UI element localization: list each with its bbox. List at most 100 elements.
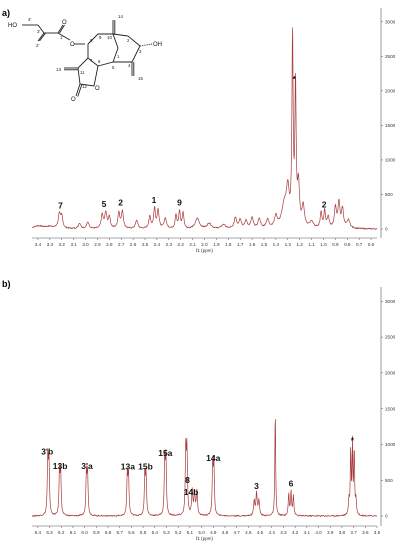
x-tick-label: 0.6 <box>368 242 375 247</box>
bond <box>59 24 65 34</box>
peak-annotation: 14a <box>206 453 220 463</box>
x-tick-label: 5.5 <box>140 530 147 535</box>
peak-annotation: 2 <box>322 200 327 210</box>
y-tick-label: 500 <box>385 192 393 197</box>
atom-number: 9 <box>99 35 102 40</box>
peak-annotation: 14b <box>184 487 199 497</box>
x-tick-label: 1.8 <box>225 242 232 247</box>
x-tick-label: 6.1 <box>70 530 77 535</box>
bond <box>37 32 45 42</box>
atom-number: 15 <box>138 76 143 81</box>
x-tick-label: 4.2 <box>292 530 299 535</box>
x-tick-label: 3.8 <box>339 530 346 535</box>
atom-number: 8 <box>90 38 93 43</box>
structure-labels: HO 4' 3' 2' O 1' O 8 9 10 14 2 3 7 6 5 1… <box>8 14 162 103</box>
peak-annotation: 15a <box>158 448 172 458</box>
x-tick-label: 1.6 <box>249 242 256 247</box>
bond <box>87 33 119 67</box>
atom-number: 1' <box>60 35 63 40</box>
chemical-structure <box>22 20 153 97</box>
atom-number: 1 <box>117 54 120 59</box>
bond <box>75 83 81 97</box>
peak-annotation: 3'a <box>81 461 93 471</box>
x-tick-label: 5.1 <box>187 530 194 535</box>
bond <box>57 32 71 41</box>
x-tick-label: 3.6 <box>362 530 369 535</box>
bond <box>139 43 153 47</box>
peak-annotation: 2 <box>118 198 123 208</box>
x-tick-label: 1.2 <box>296 242 303 247</box>
x-tick-label: 5.0 <box>198 530 205 535</box>
atom-number: 4 <box>128 63 131 68</box>
y-tick-label: 500 <box>385 478 393 483</box>
x-tick-label: 2.6 <box>130 242 137 247</box>
x-tick-label: 5.3 <box>163 530 170 535</box>
y-tick-label: 2000 <box>385 88 396 93</box>
x-tick-label: 2.4 <box>154 242 161 247</box>
x-tick-label: 4.5 <box>257 530 264 535</box>
y-tick-label: 2000 <box>385 370 396 375</box>
atom-number: 10 <box>107 35 112 40</box>
peak-annotation: 5 <box>102 199 107 209</box>
x-tick-label: 2.1 <box>189 242 196 247</box>
atom-number: 7 <box>90 58 93 63</box>
y-tick-label: 3000 <box>385 299 396 304</box>
spectrum-line <box>31 27 378 230</box>
x-tick-label: 4.9 <box>210 530 217 535</box>
hydroxyl-label: HO <box>8 23 17 29</box>
atom-number: 6 <box>98 59 101 64</box>
x-tick-label: 4.7 <box>233 530 240 535</box>
x-tick-label: 2.8 <box>106 242 113 247</box>
bond <box>37 24 45 34</box>
bond <box>57 24 64 34</box>
ester-oxygen: O <box>70 42 75 48</box>
x-tick-label: 1.7 <box>237 242 244 247</box>
peak-annotation: 8 <box>185 475 190 485</box>
hydroxyl-label: OH <box>153 42 162 48</box>
bond <box>77 84 83 97</box>
y-tick-label: 1500 <box>385 123 396 128</box>
atom-number: 12 <box>82 84 87 89</box>
spectrum-panel-b: 6.4 6.3 6.2 6.1 6.0 5.9 5.8 5.7 5.6 5.5 5.4 5.3 5.2 5… <box>31 287 396 541</box>
peak-annotation: * <box>293 74 297 84</box>
x-tick-label: 0.8 <box>344 242 351 247</box>
peak-annotation: 9 <box>177 198 182 208</box>
x-tick-label: 3.5 <box>374 530 381 535</box>
carbonyl-oxygen: O <box>62 20 67 26</box>
x-tick-label: 4.8 <box>222 530 229 535</box>
x-tick-label: 6.2 <box>58 530 65 535</box>
x-tick-label: 1.5 <box>261 242 268 247</box>
peak-annotation: * <box>351 436 355 446</box>
atom-number: 11 <box>80 70 85 75</box>
x-tick-label: 2.3 <box>166 242 173 247</box>
x-tick-label: 4.3 <box>280 530 287 535</box>
peak-annotation: 6 <box>289 479 294 489</box>
x-tick-label: 6.3 <box>46 530 53 535</box>
x-tick-label: 5.6 <box>128 530 135 535</box>
x-tick-label: 1.3 <box>285 242 292 247</box>
atom-number: 2' <box>36 43 39 48</box>
peak-annotation: 1 <box>152 195 157 205</box>
panel-label-b: b) <box>2 279 11 289</box>
peak-annotation: 15b <box>138 461 153 471</box>
lactone-carbonyl-oxygen: O <box>71 97 76 103</box>
y-tick-label: 2500 <box>385 54 396 59</box>
x-tick-label: 2.2 <box>178 242 185 247</box>
x-tick-label: 3.9 <box>327 530 334 535</box>
x-tick-label: 5.2 <box>175 530 182 535</box>
x-tick-label: 5.7 <box>117 530 124 535</box>
y-tick-label: 0 <box>385 227 388 232</box>
spectrum-panel-a: 3.4 3.3 3.2 3.1 3.0 2.9 2.8 2.7 2.6 2.5 2.4 2.3 2.2 2… <box>31 8 396 253</box>
x-tick-label: 3.0 <box>82 242 89 247</box>
x-tick-label: 1.9 <box>213 242 220 247</box>
y-tick-label: 3000 <box>385 19 396 24</box>
atom-number: 4' <box>28 17 31 22</box>
x-tick-label: 2.9 <box>94 242 101 247</box>
y-tick-label: 0 <box>385 514 388 519</box>
atom-number: 5 <box>112 65 115 70</box>
x-tick-label: 0.9 <box>332 242 339 247</box>
lactone-oxygen: O <box>95 86 100 92</box>
atom-number: 2 <box>127 38 130 43</box>
x-tick-label: 5.9 <box>93 530 100 535</box>
